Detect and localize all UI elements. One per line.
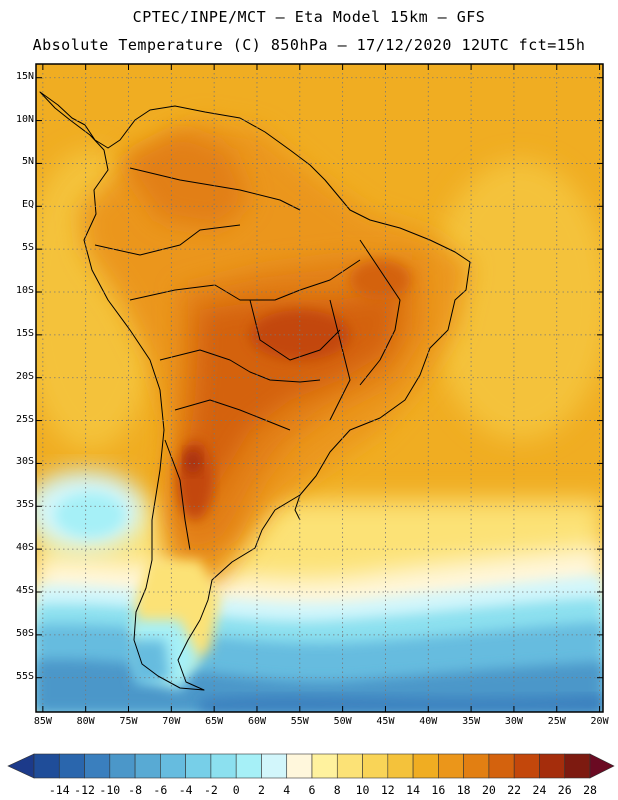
colorbar-label: 28 — [583, 783, 597, 797]
colorbar-swatch — [160, 753, 186, 779]
colorbar-swatch — [210, 753, 237, 779]
temperature-field — [36, 64, 603, 712]
colorbar-underflow-arrow — [7, 753, 35, 779]
colorbar-label: 6 — [308, 783, 316, 797]
colorbar-swatch — [336, 753, 363, 779]
colorbar-label: 22 — [507, 783, 522, 797]
colorbar-label: 26 — [557, 783, 572, 797]
colorbar-swatch — [84, 753, 111, 779]
colorbar-swatch — [564, 753, 591, 779]
colorbar-swatch — [109, 753, 136, 779]
map-frame — [35, 63, 604, 713]
colorbar-label: -14 — [48, 783, 70, 797]
longitude-label: 85W — [33, 716, 52, 727]
colorbar-swatch — [185, 753, 212, 779]
colorbar-label: 12 — [380, 783, 395, 797]
latitude-label: 25S — [15, 413, 34, 425]
longitude-label: 75W — [119, 716, 138, 727]
colorbar-swatch — [387, 753, 414, 779]
latitude-label: 15S — [15, 327, 34, 339]
colorbar-label: -4 — [178, 783, 193, 797]
longitude-label: 25W — [547, 716, 566, 727]
chart-title: CPTEC/INPE/MCT – Eta Model 15km – GFS — [132, 8, 486, 26]
colorbar-swatch — [488, 753, 515, 779]
latitude-label: 35S — [15, 499, 34, 511]
axis-ticks — [36, 64, 603, 712]
colorbar-swatch — [539, 753, 566, 779]
latitude-label: 20S — [15, 370, 34, 382]
latitude-label: 5N — [21, 156, 34, 168]
colorbar-label: 16 — [431, 783, 446, 797]
colorbar-label: 0 — [232, 783, 240, 797]
longitude-label: 50W — [333, 716, 352, 727]
latitude-label: 5S — [21, 242, 34, 254]
colorbar-label: -10 — [99, 783, 121, 797]
longitude-label: 35W — [462, 716, 481, 727]
colorbar — [7, 753, 615, 779]
longitude-label: 20W — [590, 716, 609, 727]
colorbar-swatch — [261, 753, 288, 779]
latitude-label: 55S — [15, 670, 34, 682]
colorbar-label: -12 — [74, 783, 95, 797]
longitude-label: 60W — [247, 716, 266, 727]
colorbar-label: -2 — [203, 783, 218, 797]
colorbar-swatch — [286, 753, 313, 779]
colorbar-label: 10 — [355, 783, 370, 797]
colorbar-swatch — [362, 753, 389, 779]
latitude-label: 30S — [15, 456, 34, 468]
colorbar-overflow-arrow — [589, 753, 615, 779]
longitude-label: 65W — [205, 716, 224, 727]
latitude-label: 15N — [15, 70, 34, 82]
chart-subtitle: Absolute Temperature (C) 850hPa – 17/12/… — [32, 36, 586, 54]
colorbar-label: 24 — [532, 783, 547, 797]
latitude-label: 10N — [15, 113, 34, 125]
latitude-label: EQ — [21, 199, 34, 211]
colorbar-label: 2 — [257, 783, 265, 797]
colorbar-swatch — [58, 753, 85, 779]
colorbar-label: 18 — [456, 783, 471, 797]
colorbar-label: 14 — [406, 783, 420, 797]
longitude-label: 70W — [162, 716, 181, 727]
longitude-label: 40W — [419, 716, 438, 727]
colorbar-swatch — [134, 753, 161, 779]
longitude-label: 55W — [290, 716, 309, 727]
colorbar-swatch — [463, 753, 490, 779]
latitude-label: 10S — [15, 285, 34, 296]
graticule — [36, 64, 603, 712]
colorbar-label: 20 — [481, 783, 496, 797]
colorbar-label: 4 — [283, 783, 291, 797]
colorbar-label: -8 — [128, 783, 142, 797]
colorbar-label: 8 — [333, 783, 341, 797]
colorbar-swatch — [311, 753, 338, 779]
colorbar-swatch — [438, 753, 464, 779]
longitude-label: 45W — [376, 716, 395, 727]
colorbar-swatch — [235, 753, 262, 779]
latitude-label: 45S — [15, 585, 34, 596]
colorbar-swatch — [33, 753, 60, 779]
longitude-label: 80W — [76, 716, 95, 727]
latitude-label: 50S — [15, 627, 34, 639]
latitude-label: 40S — [15, 542, 34, 554]
colorbar-swatch — [513, 753, 540, 779]
colorbar-swatch — [412, 753, 439, 779]
longitude-label: 30W — [504, 716, 523, 727]
colorbar-label: -6 — [153, 783, 168, 797]
